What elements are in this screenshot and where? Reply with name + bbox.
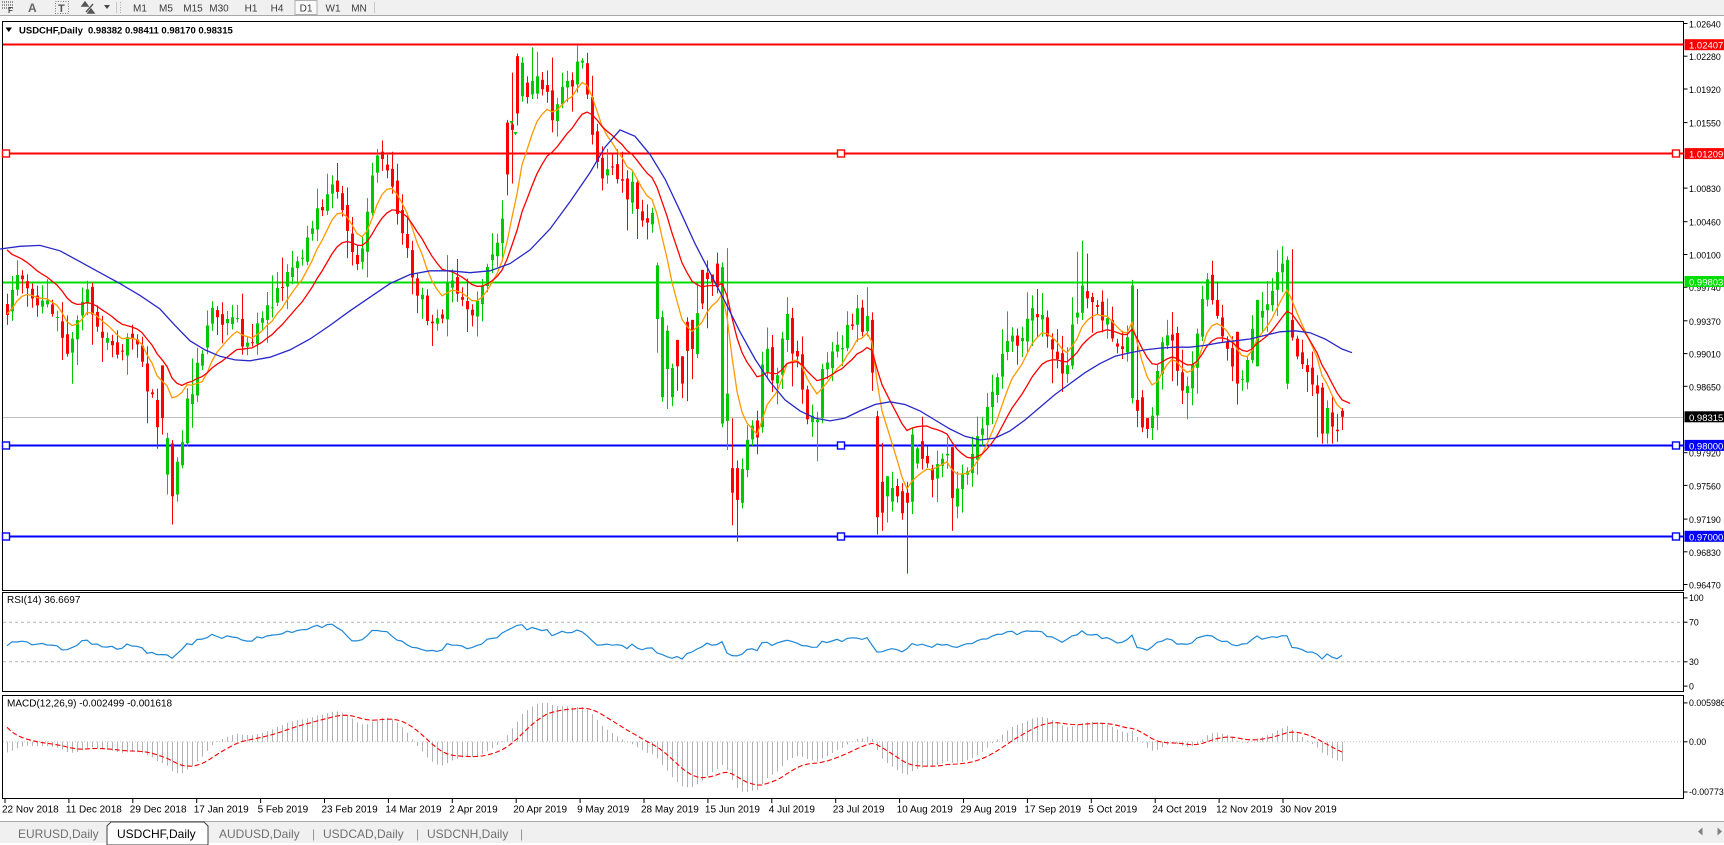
svg-text:0.99740: 0.99740	[1689, 283, 1721, 293]
svg-text:AUDUSD,Daily: AUDUSD,Daily	[219, 827, 300, 841]
svg-text:0.97920: 0.97920	[1689, 449, 1721, 459]
svg-text:5 Feb 2019: 5 Feb 2019	[258, 805, 309, 816]
svg-text:M1: M1	[133, 4, 147, 15]
svg-text:1.01920: 1.01920	[1689, 85, 1721, 95]
svg-text:|: |	[416, 827, 419, 841]
svg-text:20 Apr 2019: 20 Apr 2019	[513, 805, 567, 816]
svg-text:30: 30	[1689, 657, 1699, 667]
svg-text:0.96830: 0.96830	[1689, 548, 1721, 558]
svg-text:A: A	[28, 1, 37, 15]
svg-text:24 Oct 2019: 24 Oct 2019	[1152, 805, 1207, 816]
svg-text:|: |	[520, 827, 523, 841]
svg-text:4 Jul 2019: 4 Jul 2019	[769, 805, 816, 816]
svg-text:1.02280: 1.02280	[1689, 52, 1721, 62]
svg-text:USDCHF,Daily: USDCHF,Daily	[117, 827, 196, 841]
svg-text:1.01550: 1.01550	[1689, 119, 1721, 129]
svg-text:0.98650: 0.98650	[1689, 382, 1721, 392]
svg-text:23 Jul 2019: 23 Jul 2019	[833, 805, 885, 816]
svg-text:USDCNH,Daily: USDCNH,Daily	[427, 827, 508, 841]
svg-text:100: 100	[1689, 593, 1704, 603]
svg-text:1.00460: 1.00460	[1689, 218, 1721, 228]
svg-text:M15: M15	[183, 4, 203, 15]
svg-text:RSI(14) 36.6697: RSI(14) 36.6697	[7, 595, 81, 606]
svg-text:1.00100: 1.00100	[1689, 251, 1721, 261]
svg-text:MN: MN	[351, 4, 367, 15]
svg-text:W1: W1	[326, 4, 341, 15]
svg-text:11 Dec 2018: 11 Dec 2018	[66, 805, 122, 816]
svg-text:0.98382 0.98411 0.98170 0.9831: 0.98382 0.98411 0.98170 0.98315	[88, 26, 233, 37]
svg-text:0.97190: 0.97190	[1689, 515, 1721, 525]
svg-text:12 Nov 2019: 12 Nov 2019	[1216, 805, 1273, 816]
svg-text:70: 70	[1689, 617, 1699, 627]
svg-text:USDCHF,Daily: USDCHF,Daily	[19, 26, 84, 37]
svg-text:0.005986: 0.005986	[1689, 698, 1724, 708]
svg-text:29 Aug 2019: 29 Aug 2019	[961, 805, 1018, 816]
svg-text:2 Apr 2019: 2 Apr 2019	[449, 805, 498, 816]
svg-text:17 Sep 2019: 17 Sep 2019	[1024, 805, 1081, 816]
svg-text:0.96470: 0.96470	[1689, 581, 1721, 591]
svg-text:10 Aug 2019: 10 Aug 2019	[897, 805, 954, 816]
svg-text:30 Nov 2019: 30 Nov 2019	[1280, 805, 1337, 816]
svg-text:H4: H4	[271, 4, 284, 15]
svg-text:|: |	[312, 827, 315, 841]
svg-text:22 Nov 2018: 22 Nov 2018	[2, 805, 59, 816]
svg-text:1.01209: 1.01209	[1689, 150, 1723, 161]
svg-text:0.98000: 0.98000	[1689, 441, 1723, 452]
svg-text:0.00: 0.00	[1689, 737, 1706, 747]
svg-text:0: 0	[1689, 681, 1694, 691]
svg-text:9 May 2019: 9 May 2019	[577, 805, 630, 816]
svg-text:0.97000: 0.97000	[1689, 532, 1723, 543]
svg-text:14 Mar 2019: 14 Mar 2019	[385, 805, 442, 816]
svg-text:USDCAD,Daily: USDCAD,Daily	[323, 827, 404, 841]
svg-text:F: F	[8, 6, 13, 15]
svg-text:29 Dec 2018: 29 Dec 2018	[130, 805, 187, 816]
svg-text:0.98315: 0.98315	[1689, 413, 1723, 424]
svg-text:15 Jun 2019: 15 Jun 2019	[705, 805, 760, 816]
svg-text:23 Feb 2019: 23 Feb 2019	[322, 805, 379, 816]
svg-text:1.00830: 1.00830	[1689, 184, 1721, 194]
svg-text:0.99370: 0.99370	[1689, 317, 1721, 327]
svg-text:1.02407: 1.02407	[1689, 41, 1723, 52]
svg-text:0.99010: 0.99010	[1689, 350, 1721, 360]
svg-text:M5: M5	[159, 4, 173, 15]
svg-text:H1: H1	[245, 4, 258, 15]
svg-text:28 May 2019: 28 May 2019	[641, 805, 699, 816]
svg-text:1.02640: 1.02640	[1689, 20, 1721, 30]
svg-text:EURUSD,Daily: EURUSD,Daily	[18, 827, 99, 841]
svg-text:17 Jan 2019: 17 Jan 2019	[194, 805, 249, 816]
svg-text:0.99803: 0.99803	[1689, 278, 1723, 289]
svg-text:5 Oct 2019: 5 Oct 2019	[1088, 805, 1137, 816]
svg-text:0.97560: 0.97560	[1689, 481, 1721, 491]
svg-text:MACD(12,26,9) -0.002499 -0.001: MACD(12,26,9) -0.002499 -0.001618	[7, 699, 173, 710]
svg-text:D1: D1	[300, 4, 313, 15]
svg-text:-0.00773: -0.00773	[1689, 787, 1724, 797]
svg-text:M30: M30	[209, 4, 229, 15]
svg-text:T: T	[58, 3, 65, 15]
